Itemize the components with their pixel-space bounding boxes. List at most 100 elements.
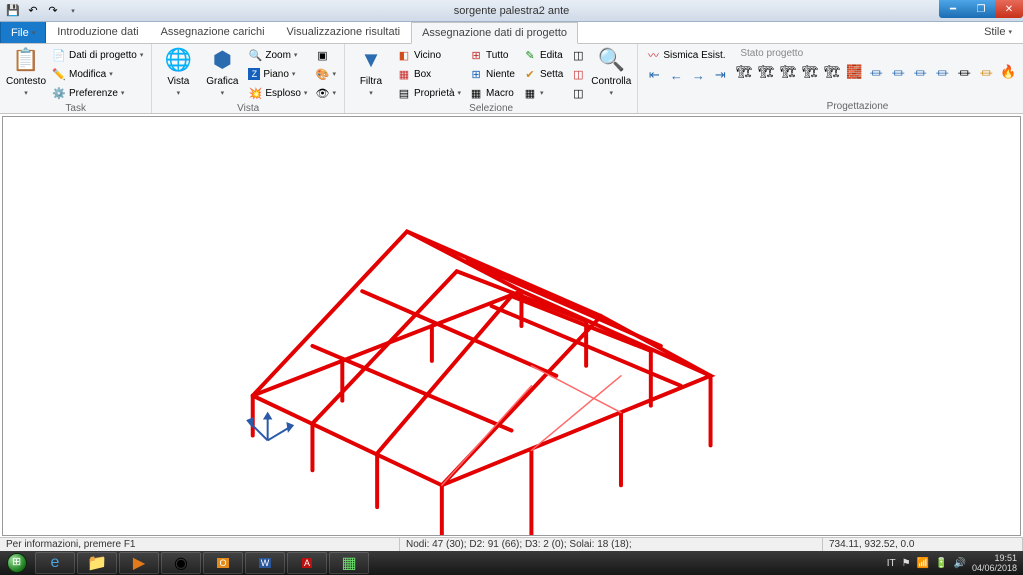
task-media[interactable]: ▶ <box>119 552 159 574</box>
filtra-button[interactable]: ▼ Filtra▾ <box>351 46 391 99</box>
battery-icon[interactable]: 🔋 <box>935 558 947 569</box>
setta-button[interactable]: ✔Setta <box>521 65 565 83</box>
tray-lang[interactable]: IT <box>887 558 896 569</box>
vista-button[interactable]: 🌐 Vista▾ <box>158 46 198 99</box>
style-menu[interactable]: Stile ▾ <box>973 21 1023 43</box>
box-button[interactable]: ▦Box <box>395 65 463 83</box>
tab-assegnazione-dati[interactable]: Assegnazione dati di progetto <box>411 22 578 44</box>
design-icon-1[interactable]: 🏗 <box>734 62 754 82</box>
minimize-button[interactable]: ━ <box>939 0 967 18</box>
undo-icon[interactable]: ↶ <box>24 2 42 20</box>
cube-small-icon: ▣ <box>315 48 329 62</box>
design-icon-12[interactable]: ⏛ <box>976 62 996 82</box>
design-icon-5[interactable]: 🏗 <box>822 62 842 82</box>
design-icon-11[interactable]: ⏛ <box>954 62 974 82</box>
task-chrome[interactable]: ◉ <box>161 552 201 574</box>
style-label: Stile <box>984 26 1005 38</box>
sel-icon-a[interactable]: ◫ <box>569 46 587 64</box>
structure-render <box>3 117 1020 535</box>
cube-icon: ⬢ <box>208 46 236 74</box>
volume-icon[interactable]: 🔊 <box>954 558 966 569</box>
file-tab[interactable]: File ▾ <box>0 21 46 43</box>
sel-icon-b[interactable]: ◫ <box>569 65 587 83</box>
clock-date: 04/06/2018 <box>972 563 1017 573</box>
close-button[interactable]: ✕ <box>995 0 1023 18</box>
funnel-icon: ▼ <box>357 46 385 74</box>
view-icon-2[interactable]: 🎨▾ <box>313 65 338 83</box>
layer2-icon: ◫ <box>571 67 585 81</box>
grafica-button[interactable]: ⬢ Grafica▾ <box>202 46 242 99</box>
design-icon-10[interactable]: ⏛ <box>932 62 952 82</box>
design-icon-9[interactable]: ⏛ <box>910 62 930 82</box>
status-coords: 734.11, 932.52, 0.0 <box>823 538 1023 551</box>
folder-icon: 📁 <box>87 553 107 573</box>
redo-icon[interactable]: ↷ <box>44 2 62 20</box>
zoom-icon: 🔍 <box>248 48 262 62</box>
tutto-icon: ⊞ <box>469 48 483 62</box>
start-button[interactable] <box>0 551 34 575</box>
task-outlook[interactable]: O <box>203 552 243 574</box>
box-label: Box <box>414 69 431 80</box>
nav-prev-icon[interactable]: ← <box>666 65 686 85</box>
qat-dropdown-icon[interactable]: ▾ <box>64 2 82 20</box>
tray-clock[interactable]: 19:51 04/06/2018 <box>972 553 1017 573</box>
zoom-button[interactable]: 🔍Zoom ▾ <box>246 46 309 64</box>
contesto-button[interactable]: 📋 Contesto▾ <box>6 46 46 99</box>
setta-icon: ✔ <box>523 67 537 81</box>
dati-progetto-label: Dati di progetto <box>69 50 137 61</box>
network-icon[interactable]: 📶 <box>917 558 929 569</box>
tutto-button[interactable]: ⊞Tutto <box>467 46 517 64</box>
flag-icon[interactable]: ⚑ <box>902 558 911 569</box>
niente-button[interactable]: ⊞Niente <box>467 65 517 83</box>
nav-first-icon[interactable]: ⇤ <box>644 65 664 85</box>
ribbon: 📋 Contesto▾ 📄Dati di progetto ▾ ✏️Modifi… <box>0 44 1023 114</box>
view-icon-1[interactable]: ▣ <box>313 46 338 64</box>
model-viewport[interactable] <box>2 116 1021 536</box>
task-word[interactable]: W <box>245 552 285 574</box>
task-ie[interactable]: e <box>35 552 75 574</box>
chrome-icon: ◉ <box>174 553 188 573</box>
design-icon-8[interactable]: ⏛ <box>888 62 908 82</box>
nav-next-icon[interactable]: → <box>688 65 708 85</box>
fire-icon[interactable]: 🔥 <box>998 62 1018 82</box>
tab-assegnazione-carichi[interactable]: Assegnazione carichi <box>150 21 276 43</box>
sel-icon-c[interactable]: ◫ <box>569 84 587 102</box>
design-icon-3[interactable]: 🏗 <box>778 62 798 82</box>
modifica-button[interactable]: ✏️Modifica ▾ <box>50 65 145 83</box>
tutto-label: Tutto <box>486 50 508 61</box>
task-explorer[interactable]: 📁 <box>77 552 117 574</box>
sel-extra-button[interactable]: ▦▾ <box>521 84 565 102</box>
vista-label: Vista <box>167 76 189 87</box>
maximize-button[interactable]: ❐ <box>967 0 995 18</box>
macro-button[interactable]: ▦Macro <box>467 84 517 102</box>
plane-icon: Z <box>248 68 260 80</box>
design-icon-7[interactable]: ⏛ <box>866 62 886 82</box>
tab-visualizzazione[interactable]: Visualizzazione risultati <box>276 21 412 43</box>
design-icon-6[interactable]: 🧱 <box>844 62 864 82</box>
app-icon: ▦ <box>341 553 356 573</box>
proprieta-button[interactable]: ▤Proprietà ▾ <box>395 84 463 102</box>
tab-introduzione[interactable]: Introduzione dati <box>46 21 149 43</box>
esploso-button[interactable]: 💥Esploso ▾ <box>246 84 309 102</box>
piano-button[interactable]: ZPiano ▾ <box>246 65 309 83</box>
contesto-label: Contesto <box>6 76 46 87</box>
file-tab-label: File <box>11 27 29 39</box>
design-icon-2[interactable]: 🏗 <box>756 62 776 82</box>
controlla-button[interactable]: 🔍 Controlla▾ <box>591 46 631 99</box>
task-app[interactable]: ▦ <box>329 552 369 574</box>
nav-last-icon[interactable]: ⇥ <box>710 65 730 85</box>
save-icon[interactable]: 💾 <box>4 2 22 20</box>
explode-icon: 💥 <box>248 86 262 100</box>
clock-time: 19:51 <box>972 553 1017 563</box>
view-icon-3[interactable]: 👁▾ <box>313 84 338 102</box>
vicino-button[interactable]: ◧Vicino <box>395 46 463 64</box>
preferenze-button[interactable]: ⚙️Preferenze ▾ <box>50 84 145 102</box>
sismica-button[interactable]: 〰Sismica Esist. <box>644 46 730 64</box>
setta-label: Setta <box>540 69 563 80</box>
document-icon: 📄 <box>52 48 66 62</box>
proprieta-label: Proprietà <box>414 88 455 99</box>
edita-button[interactable]: ✎Edita <box>521 46 565 64</box>
dati-progetto-button[interactable]: 📄Dati di progetto ▾ <box>50 46 145 64</box>
design-icon-4[interactable]: 🏗 <box>800 62 820 82</box>
task-pdf[interactable]: A <box>287 552 327 574</box>
